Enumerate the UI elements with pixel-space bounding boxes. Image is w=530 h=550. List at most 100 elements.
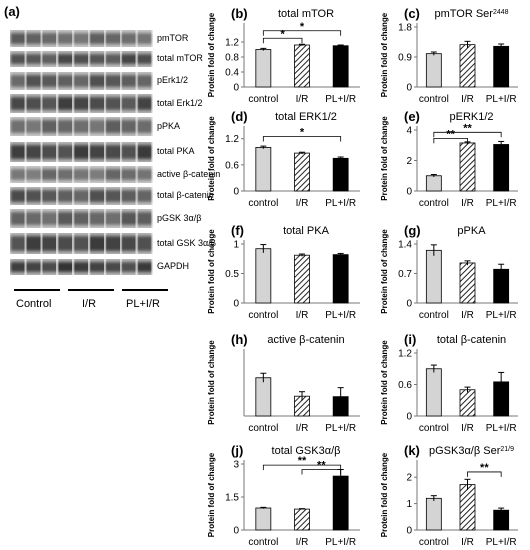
- significance-marker: *: [300, 127, 305, 139]
- band-label: total GSK 3α/β: [157, 237, 216, 248]
- bar: [425, 249, 442, 304]
- blot-row: [10, 51, 153, 67]
- significance-marker: *: [300, 21, 305, 33]
- significance-bracket: [262, 37, 303, 44]
- panel-label: (c): [404, 6, 420, 21]
- y-axis-label: Protein fold of change: [207, 12, 216, 97]
- band-label: total β-catenin: [157, 190, 214, 200]
- significance-bracket: [301, 469, 342, 475]
- bar: [255, 147, 272, 192]
- group-line-plir: [122, 289, 168, 291]
- y-tick-label: 2: [406, 473, 412, 484]
- chart-title: total β-catenin: [437, 334, 506, 346]
- panel-label: (i): [404, 332, 416, 347]
- chart-title-superscript: 2448: [493, 9, 509, 16]
- blot-row: [10, 117, 153, 136]
- bar: [459, 389, 476, 417]
- x-tick-label: PL+I/R: [325, 537, 356, 548]
- x-tick-label: control: [248, 94, 278, 105]
- x-tick-label: control: [419, 423, 449, 434]
- x-tick-label: PL+I/R: [486, 423, 517, 434]
- y-tick-label: 0: [406, 83, 412, 94]
- x-tick-label: I/R: [296, 310, 309, 321]
- bar: [255, 49, 272, 88]
- blot-row: [10, 94, 153, 113]
- y-axis-label: Protein fold of change: [207, 340, 216, 425]
- x-tick-label: control: [419, 198, 449, 209]
- chart-title: total mTOR: [278, 8, 334, 20]
- y-axis-label: Protein fold of change: [380, 229, 389, 314]
- y-tick-label: 0: [406, 299, 412, 310]
- bar: [255, 248, 272, 304]
- y-tick-label: 0.5: [225, 269, 239, 280]
- panel-label: (k): [404, 443, 420, 458]
- y-tick-label: 1.5: [225, 493, 239, 504]
- band-label: pGSK 3α/β: [157, 212, 202, 223]
- band-label: total Erk1/2: [157, 97, 203, 108]
- western-blot-panel: (a) Control I/R PL+I/R pmTOR total mTOR pE…: [0, 0, 220, 550]
- x-tick-label: PL+I/R: [325, 423, 356, 434]
- x-tick-label: I/R: [461, 198, 474, 209]
- blot-row: [10, 142, 153, 162]
- group-label-plir: PL+I/R: [126, 298, 160, 310]
- y-axis-label: Protein fold of change: [380, 340, 389, 425]
- y-tick-label: 1.2: [225, 38, 239, 49]
- group-label-control: Control: [16, 298, 52, 310]
- significance-marker: **: [446, 128, 455, 140]
- x-tick-label: control: [419, 94, 449, 105]
- chart-title: active β-catenin: [267, 334, 344, 346]
- y-axis-label: Protein fold of change: [380, 452, 389, 537]
- group-line-control: [14, 289, 60, 291]
- bar: [294, 254, 310, 304]
- bar: [493, 45, 510, 88]
- bar: [332, 475, 349, 531]
- y-tick-label: 0: [406, 412, 412, 423]
- blot-row: [10, 187, 153, 205]
- y-tick-label: 1.4: [398, 240, 412, 251]
- significance-bracket: [467, 471, 502, 477]
- panel-label: (e): [404, 109, 420, 124]
- y-tick-label: 4: [406, 126, 412, 137]
- y-tick-label: 0: [406, 526, 412, 537]
- bar: [459, 44, 476, 88]
- group-line-ir: [68, 289, 114, 291]
- bar: [493, 144, 510, 192]
- chart-title: pERK1/2: [449, 111, 493, 123]
- bar: [332, 45, 349, 88]
- y-axis-label: Protein fold of change: [380, 116, 389, 201]
- x-tick-label: control: [419, 310, 449, 321]
- significance-marker: **: [463, 122, 472, 134]
- panel-label: (d): [231, 109, 248, 124]
- x-tick-label: I/R: [461, 537, 474, 548]
- y-tick-label: 3: [233, 460, 239, 471]
- y-axis-label: Protein fold of change: [207, 229, 216, 314]
- x-tick-label: control: [248, 198, 278, 209]
- bar: [459, 262, 476, 304]
- x-tick-label: PL+I/R: [325, 198, 356, 209]
- y-tick-label: 0.7: [398, 269, 412, 280]
- bar: [332, 157, 349, 192]
- panel-label: (f): [231, 223, 244, 238]
- chart-title: total ERK1/2: [275, 111, 337, 123]
- x-tick-label: I/R: [461, 423, 474, 434]
- chart-title-superscript: 21/9: [500, 446, 514, 453]
- chart-title: total GSK3α/β: [272, 445, 341, 457]
- blot-row: [10, 72, 153, 90]
- x-tick-label: I/R: [461, 310, 474, 321]
- panel-label-a: (a): [4, 4, 20, 19]
- chart-title: pGSK3α/β Ser21/9: [429, 445, 514, 457]
- x-tick-label: PL+I/R: [325, 310, 356, 321]
- y-tick-label: 0.9: [398, 53, 412, 64]
- bar: [294, 152, 310, 192]
- x-tick-label: control: [248, 537, 278, 548]
- x-tick-label: control: [248, 423, 278, 434]
- y-tick-label: 0.6: [225, 160, 239, 171]
- band-label: pmTOR: [157, 32, 189, 43]
- chart-title: pmTOR Ser2448: [434, 8, 508, 20]
- y-tick-label: 0: [406, 187, 412, 198]
- x-tick-label: PL+I/R: [486, 537, 517, 548]
- blot-row: [10, 30, 153, 47]
- y-axis-label: Protein fold of change: [207, 452, 216, 537]
- bar: [332, 254, 349, 304]
- significance-marker: **: [298, 455, 307, 467]
